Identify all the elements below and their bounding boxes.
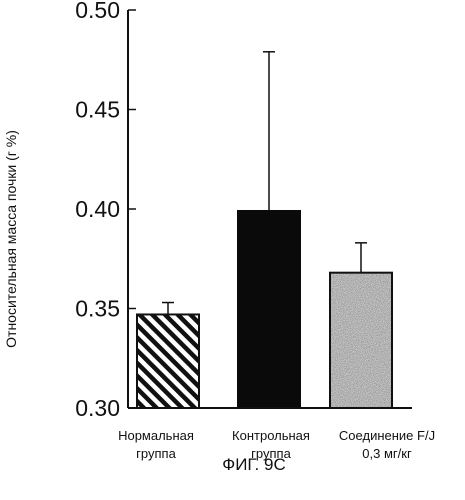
y-axis-label-group: Относительная масса почки (г %) <box>3 130 19 348</box>
y-tick-label: 0.30 <box>75 395 120 421</box>
y-tick-label: 0.40 <box>75 196 120 222</box>
y-tick-label: 0.35 <box>75 296 120 322</box>
bar-stipple <box>330 273 392 408</box>
y-tick-label: 0.45 <box>75 97 120 123</box>
bar-rect <box>137 314 199 408</box>
bar <box>137 314 199 408</box>
bars <box>137 211 392 408</box>
category-label: группа <box>136 446 176 461</box>
y-axis-ticks: 0.30 0.35 0.40 0.45 0.50 <box>75 0 136 421</box>
figure-caption: ФИГ. 9С <box>222 455 285 474</box>
bar-rect <box>238 211 300 408</box>
category-label: Контрольная <box>232 428 310 443</box>
category-label: Соединение F/J <box>339 428 435 443</box>
category-label: Нормальная <box>118 428 194 443</box>
category-label: 0,3 мг/кг <box>362 446 412 461</box>
y-tick-label: 0.50 <box>75 0 120 23</box>
bar <box>238 211 300 408</box>
y-axis-label: Относительная масса почки (г %) <box>3 130 19 348</box>
bar <box>330 273 392 408</box>
